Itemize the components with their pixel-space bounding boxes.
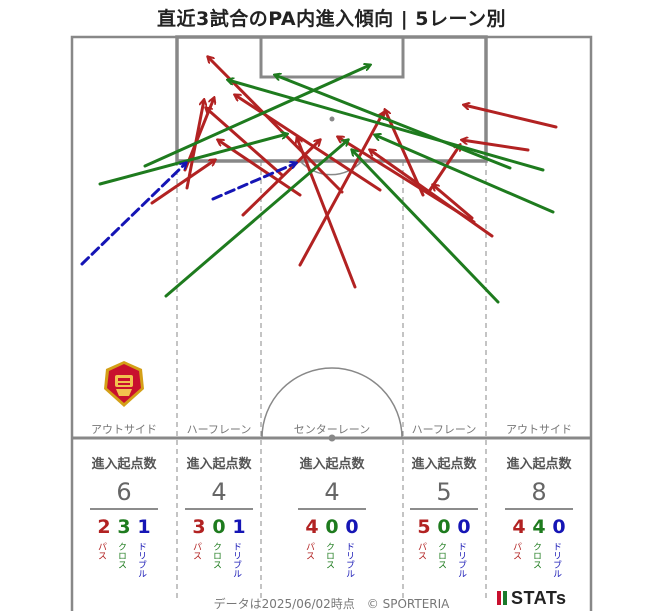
center-circle bbox=[261, 367, 403, 439]
lane-pass-label: パス bbox=[96, 542, 107, 560]
stats-logo: STATs bbox=[497, 588, 567, 609]
cross-arrow bbox=[164, 140, 348, 298]
pass-arrow bbox=[464, 105, 558, 129]
lane-total: 4 bbox=[211, 478, 226, 506]
lane-dribble-label: ドリブル bbox=[136, 542, 147, 578]
lane-pass-count: 5 bbox=[417, 516, 430, 538]
lane-dribble-label: ドリブル bbox=[551, 542, 562, 578]
lane-cross-count: 3 bbox=[117, 516, 130, 538]
lane-cross-count: 0 bbox=[437, 516, 450, 538]
logo-text: STATs bbox=[511, 588, 567, 608]
lane-name: アウトサイド bbox=[91, 423, 157, 436]
lane-pass-label: パス bbox=[191, 542, 202, 560]
arrow-layer bbox=[80, 57, 558, 304]
cross-arrow bbox=[352, 150, 500, 304]
chart-title: 直近3試合のPA内進入傾向 | 5レーン別 bbox=[156, 8, 507, 30]
lane-dribble-count: 1 bbox=[137, 516, 150, 538]
pass-arrow bbox=[206, 108, 284, 177]
cross-arrow bbox=[375, 135, 555, 214]
goal-area bbox=[259, 35, 405, 79]
center-spot bbox=[328, 434, 336, 442]
cross-arrow bbox=[143, 65, 370, 168]
cross-arrow bbox=[228, 80, 545, 172]
lane-name: ハーフレーン bbox=[187, 423, 252, 436]
pass-arrow bbox=[462, 140, 530, 152]
lane-total: 8 bbox=[531, 478, 546, 506]
lane-total: 6 bbox=[116, 478, 131, 506]
pass-arrow bbox=[150, 160, 215, 205]
cross-arrow bbox=[98, 134, 287, 186]
lane-name: センターレーン bbox=[294, 423, 370, 436]
lane-cross-count: 0 bbox=[212, 516, 225, 538]
lane-header: 進入起点数 bbox=[506, 456, 572, 472]
dribble-arrow bbox=[211, 163, 296, 201]
lane-total: 4 bbox=[324, 478, 339, 506]
lane-cross-label: クロス bbox=[211, 542, 221, 569]
lane-dribble-count: 0 bbox=[457, 516, 470, 538]
pass-arrow bbox=[183, 98, 214, 172]
club-crest-logo bbox=[104, 361, 144, 407]
lane-header: 進入起点数 bbox=[411, 456, 477, 472]
lane-cross-label: クロス bbox=[531, 542, 541, 569]
penalty-spot bbox=[329, 116, 335, 122]
lane-dribble-label: ドリブル bbox=[344, 542, 355, 578]
lane-pass-count: 3 bbox=[192, 516, 205, 538]
lane-total: 5 bbox=[436, 478, 451, 506]
lane-cross-label: クロス bbox=[116, 542, 126, 569]
logo-mark-icon bbox=[503, 591, 507, 605]
pass-arrow bbox=[241, 140, 320, 217]
lane-cross-count: 0 bbox=[325, 516, 338, 538]
lane-name: ハーフレーン bbox=[412, 423, 477, 436]
cross-arrow bbox=[275, 75, 512, 170]
lane-dribble-label: ドリブル bbox=[456, 542, 467, 578]
lane-header: 進入起点数 bbox=[186, 456, 252, 472]
pass-arrow bbox=[428, 145, 460, 192]
lane-cross-count: 4 bbox=[532, 516, 545, 538]
lane-dribble-label: ドリブル bbox=[231, 542, 242, 578]
lane-pass-count: 4 bbox=[305, 516, 318, 538]
lane-cross-label: クロス bbox=[324, 542, 334, 569]
pass-arrow bbox=[235, 95, 382, 192]
lane-header: 進入起点数 bbox=[299, 456, 365, 472]
lane-cross-label: クロス bbox=[436, 542, 446, 569]
lane-pass-label: パス bbox=[416, 542, 427, 560]
lane-name: アウトサイド bbox=[506, 423, 572, 436]
lane-pass-label: パス bbox=[511, 542, 522, 560]
lane-pass-count: 4 bbox=[512, 516, 525, 538]
lane-dribble-count: 0 bbox=[552, 516, 565, 538]
pass-arrow bbox=[297, 138, 357, 289]
logo-mark-icon bbox=[497, 591, 501, 605]
lane-pass-count: 2 bbox=[97, 516, 110, 538]
pitch-lines bbox=[70, 35, 593, 611]
penalty-arc bbox=[299, 160, 363, 176]
footer-credit: データは2025/06/02時点 © SPORTERIA bbox=[213, 597, 450, 611]
lane-stats: アウトサイド進入起点数62パス3クロス1ドリブルハーフレーン進入起点数43パス0… bbox=[90, 423, 573, 578]
dribble-arrow bbox=[80, 163, 186, 266]
pass-arrow bbox=[433, 185, 474, 220]
pass-arrow bbox=[370, 150, 494, 238]
pass-arrow bbox=[298, 113, 383, 267]
lane-dribble-count: 0 bbox=[345, 516, 358, 538]
lane-header: 進入起点数 bbox=[91, 456, 157, 472]
lane-dribble-count: 1 bbox=[232, 516, 245, 538]
lane-pass-label: パス bbox=[304, 542, 315, 560]
pass-arrow bbox=[385, 110, 425, 197]
